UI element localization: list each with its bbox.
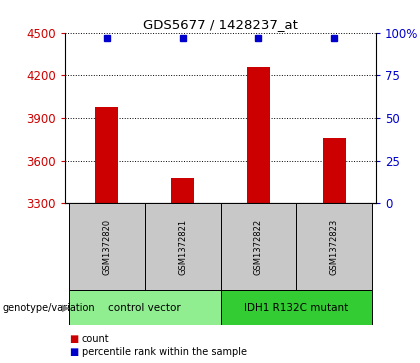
Bar — [296, 203, 372, 290]
Text: IDH1 R132C mutant: IDH1 R132C mutant — [244, 303, 349, 313]
Bar — [69, 203, 145, 290]
Bar — [145, 203, 220, 290]
Bar — [247, 67, 270, 203]
Bar — [323, 138, 346, 203]
Text: ▶: ▶ — [62, 303, 70, 313]
Text: GSM1372820: GSM1372820 — [102, 219, 111, 275]
Text: percentile rank within the sample: percentile rank within the sample — [82, 347, 247, 357]
Text: ■: ■ — [69, 347, 79, 357]
Text: ■: ■ — [69, 334, 79, 344]
Bar — [95, 107, 118, 203]
Text: count: count — [82, 334, 110, 344]
Title: GDS5677 / 1428237_at: GDS5677 / 1428237_at — [143, 19, 298, 32]
Text: GSM1372822: GSM1372822 — [254, 219, 263, 275]
Bar — [220, 290, 372, 325]
Text: control vector: control vector — [108, 303, 181, 313]
Bar — [69, 290, 220, 325]
Bar — [171, 178, 194, 203]
Text: genotype/variation: genotype/variation — [2, 303, 95, 313]
Bar — [220, 203, 296, 290]
Text: GSM1372823: GSM1372823 — [330, 219, 339, 275]
Text: GSM1372821: GSM1372821 — [178, 219, 187, 275]
